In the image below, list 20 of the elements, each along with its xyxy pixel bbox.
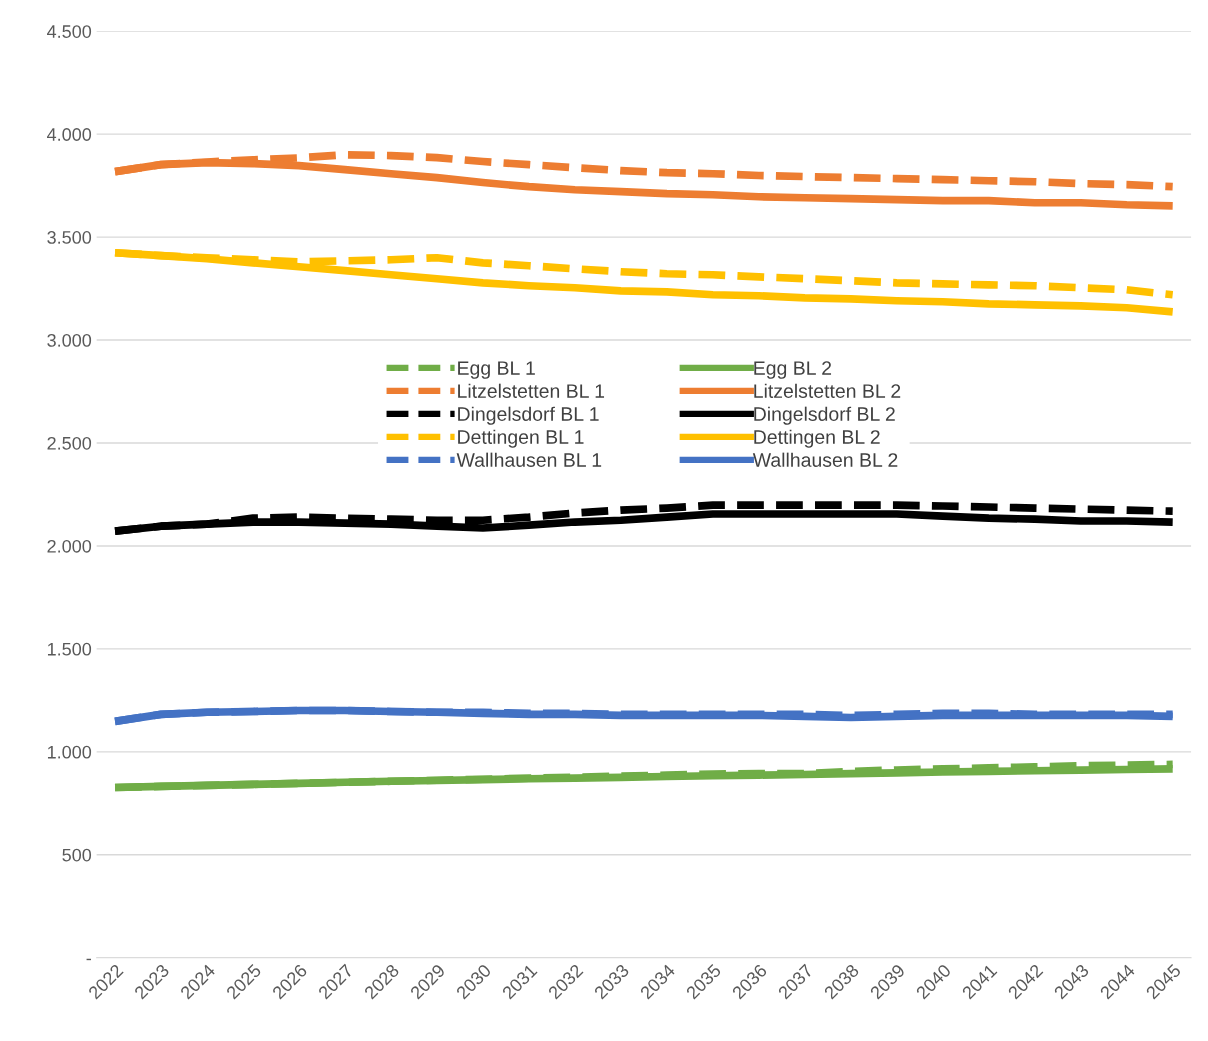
legend-label: Dingelsdorf BL 1 [458, 406, 599, 425]
y-tick-label: 500 [62, 848, 92, 862]
legend-label: Egg BL 1 [458, 361, 535, 379]
y-tick-label: 3.000 [47, 333, 92, 347]
y-tick-label: 4.500 [47, 25, 92, 38]
legend-label: Dettingen BL 2 [754, 429, 880, 448]
y-tick-label: 1.500 [47, 642, 92, 656]
y-tick-label: 4.000 [47, 128, 92, 141]
legend-label: Dettingen BL 1 [458, 429, 584, 448]
legend-label: Litzelstetten BL 1 [458, 383, 605, 398]
y-tick-label: 3.500 [47, 231, 92, 244]
legend-label: Wallhausen BL 2 [752, 452, 898, 467]
y-tick-label: - [86, 958, 91, 961]
legend-label: Litzelstetten BL 2 [754, 383, 901, 398]
legend-label: Dingelsdorf BL 2 [754, 406, 895, 425]
y-tick-label: 2.500 [47, 436, 92, 450]
y-tick-label: 2.000 [47, 539, 92, 553]
y-tick-label: 1.000 [47, 745, 92, 759]
legend-label: Egg BL 2 [754, 361, 832, 379]
legend-label: Wallhausen BL 1 [456, 452, 602, 467]
